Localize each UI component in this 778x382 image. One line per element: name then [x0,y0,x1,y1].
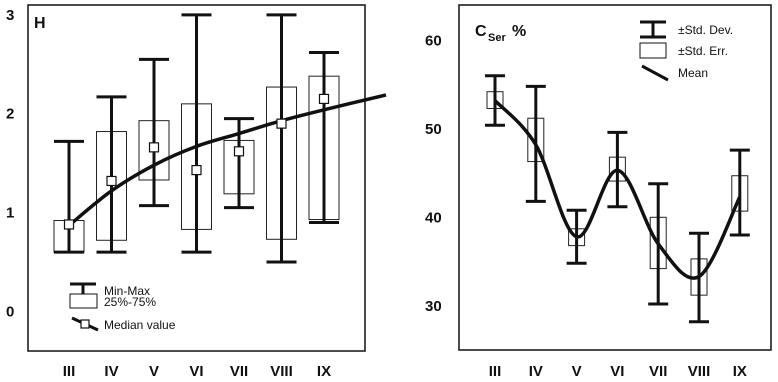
left-chart-title: H [34,15,46,32]
left-x-tick-label: III [63,363,76,380]
right-legend: ±Std. Dev. ±Std. Err. Mean [639,20,733,82]
median-marker [191,164,202,176]
left-y-tick-label: 1 [6,205,14,222]
right-x-tick-label: IV [529,363,543,380]
left-plot-marks [53,13,387,264]
left-y-tick-label: 3 [6,7,14,24]
legend-stderr-icon [639,42,667,59]
right-x-tick-label: IX [733,363,747,380]
left-legend: Min-Max 25%-75% Median value [69,282,176,332]
left-panel: H 0 1 2 3 III IV V VI VII VIII IX Min-Ma… [6,4,387,380]
median-marker [318,93,330,105]
right-x-tick-label: VI [610,363,624,380]
left-x-tick-label: IX [317,363,331,380]
right-title-subscript: Ser [488,32,506,44]
legend-median-icon [71,316,99,332]
left-x-tick-label: VIII [270,363,293,380]
right-x-tick-label: V [572,363,582,380]
left-x-tick-label: VI [189,363,203,380]
legend-mean-icon [641,64,669,82]
right-y-tick-label: 50 [425,121,442,138]
median-marker [63,219,75,230]
right-chart-title: C Ser % [475,23,526,44]
median-marker [276,118,287,129]
right-panel: C Ser % 30 40 50 60 III IV V VI VII VIII… [425,4,772,380]
legend-label-quartiles: 25%-75% [104,295,156,309]
legend-label-mean: Mean [678,66,708,80]
left-x-axis-ticks: III IV V VI VII VIII IX [63,363,331,380]
right-x-axis-ticks: III IV V VI VII VIII IX [489,363,747,380]
legend-label-minmax: Min-Max [104,284,150,298]
legend-label-median: Median value [104,318,176,332]
right-y-tick-label: 60 [425,32,442,49]
median-marker [148,142,160,153]
legend-box-icon [69,293,98,309]
left-x-tick-label: VII [230,363,248,380]
left-plot-frame [27,4,366,352]
right-plot-marks [485,74,750,324]
left-y-tick-label: 2 [6,106,14,123]
left-y-tick-label: 0 [6,303,14,320]
median-marker [106,175,117,187]
right-x-tick-label: VII [649,363,667,380]
right-x-tick-label: VIII [688,363,711,380]
right-title-main: C [475,23,487,40]
trend-line [67,93,387,227]
right-title-suffix: % [512,23,526,40]
legend-stddev-icon [640,20,666,39]
right-plot-frame [458,4,772,351]
legend-label-stderr: ±Std. Err. [678,44,728,58]
median-marker [233,146,245,157]
right-x-tick-label: III [489,363,502,380]
left-x-tick-label: IV [104,363,118,380]
left-x-tick-label: V [149,363,159,380]
left-y-axis-ticks: 0 1 2 3 [6,7,14,321]
right-y-tick-label: 40 [425,209,442,226]
right-y-axis-ticks: 30 40 50 60 [425,32,442,314]
right-y-tick-label: 30 [425,298,442,315]
legend-label-stddev: ±Std. Dev. [678,23,733,37]
